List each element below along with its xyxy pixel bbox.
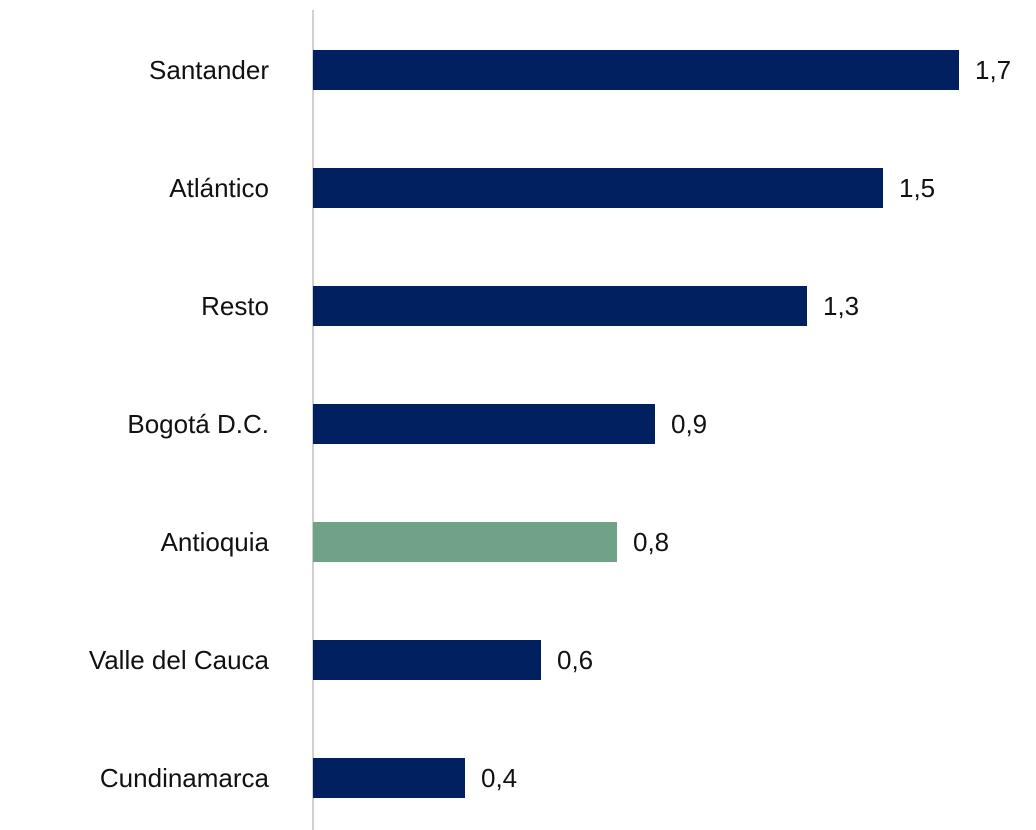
category-label: Atlántico (169, 173, 269, 203)
bar (313, 404, 655, 444)
category-label: Resto (201, 291, 269, 321)
value-label: 0,6 (557, 645, 593, 675)
category-label: Bogotá D.C. (127, 409, 269, 439)
value-label: 0,9 (671, 409, 707, 439)
bar (313, 50, 959, 90)
bar (313, 758, 465, 798)
category-label: Antioquia (161, 527, 270, 557)
value-label: 0,8 (633, 527, 669, 557)
category-label: Cundinamarca (100, 763, 270, 793)
value-label: 0,4 (481, 763, 517, 793)
category-label: Santander (149, 55, 269, 85)
bar (313, 286, 807, 326)
bar (313, 522, 617, 562)
category-label: Valle del Cauca (89, 645, 270, 675)
value-label: 1,7 (975, 55, 1011, 85)
bar (313, 640, 541, 680)
bar (313, 168, 883, 208)
value-label: 1,5 (899, 173, 935, 203)
value-label: 1,3 (823, 291, 859, 321)
